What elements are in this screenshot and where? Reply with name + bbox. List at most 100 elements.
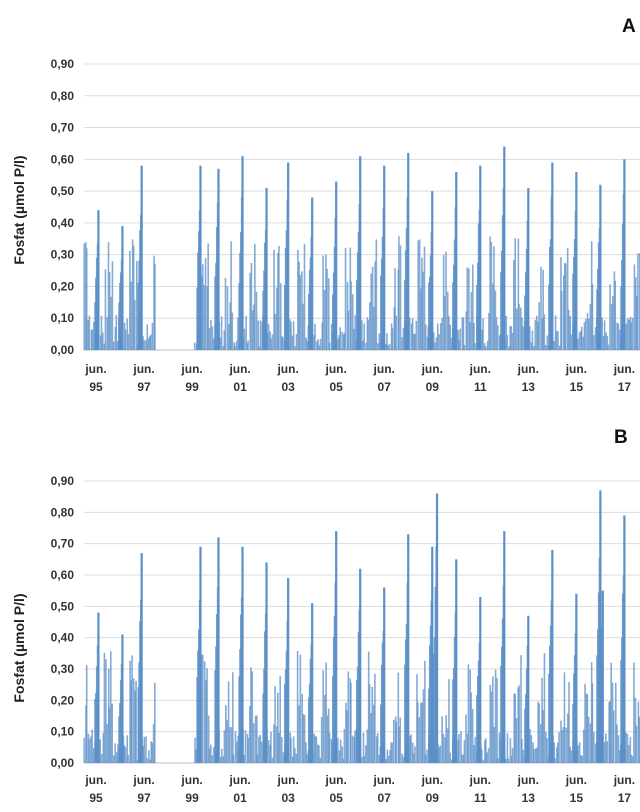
bar bbox=[196, 677, 198, 763]
bar bbox=[380, 665, 383, 763]
bar bbox=[485, 738, 487, 763]
bar bbox=[448, 316, 450, 350]
bar bbox=[570, 750, 573, 763]
bar bbox=[215, 646, 217, 763]
bar bbox=[256, 715, 258, 763]
bar bbox=[269, 331, 271, 350]
bar bbox=[142, 746, 145, 763]
bar bbox=[110, 651, 112, 763]
bar bbox=[565, 727, 567, 763]
bar bbox=[130, 679, 132, 763]
bar bbox=[217, 537, 220, 763]
bar bbox=[460, 731, 462, 763]
bar bbox=[521, 738, 523, 763]
bar bbox=[538, 302, 540, 350]
bar bbox=[560, 720, 562, 763]
bar bbox=[302, 714, 305, 763]
bar bbox=[487, 748, 490, 763]
bar bbox=[290, 321, 292, 350]
bar bbox=[575, 172, 578, 350]
bar bbox=[495, 317, 498, 350]
bar bbox=[206, 668, 208, 763]
bar bbox=[573, 655, 576, 763]
bar bbox=[515, 718, 518, 763]
bar bbox=[630, 754, 633, 763]
bar bbox=[265, 187, 268, 350]
bar bbox=[337, 338, 340, 350]
bar bbox=[545, 731, 547, 763]
bar bbox=[306, 754, 308, 763]
bar bbox=[407, 534, 410, 763]
bar bbox=[151, 322, 154, 350]
bar bbox=[532, 742, 534, 763]
bar bbox=[590, 241, 593, 350]
bar bbox=[234, 345, 236, 350]
bar bbox=[85, 665, 88, 763]
bar bbox=[314, 323, 316, 350]
bar bbox=[515, 308, 518, 350]
bar bbox=[450, 337, 453, 350]
x-tick-label-month: jun. bbox=[565, 362, 587, 376]
bar bbox=[132, 245, 135, 350]
bar bbox=[326, 715, 329, 763]
bar bbox=[627, 744, 630, 763]
x-tick-label-year: 07 bbox=[378, 380, 392, 394]
bar bbox=[421, 702, 424, 763]
bar bbox=[372, 306, 375, 350]
bar bbox=[428, 282, 430, 350]
panel-a-y-axis-title: Fosfat (µmol P/l) bbox=[11, 155, 27, 264]
bar bbox=[496, 677, 498, 763]
bar bbox=[198, 231, 200, 350]
bar bbox=[549, 239, 552, 350]
bar bbox=[274, 686, 276, 763]
bar bbox=[435, 337, 438, 350]
bar bbox=[496, 325, 499, 350]
bar bbox=[597, 268, 599, 350]
bar bbox=[147, 338, 150, 350]
bar bbox=[154, 263, 156, 350]
bar bbox=[441, 318, 443, 350]
bar bbox=[601, 590, 604, 763]
bar bbox=[420, 702, 422, 763]
bar bbox=[132, 678, 135, 763]
bar bbox=[257, 320, 259, 350]
bar bbox=[577, 338, 579, 350]
bar bbox=[294, 346, 296, 350]
y-tick-label: 0,50 bbox=[51, 184, 75, 198]
bar bbox=[249, 272, 252, 350]
bar bbox=[597, 592, 600, 763]
bar bbox=[597, 242, 600, 350]
bar bbox=[200, 276, 203, 350]
bar bbox=[319, 338, 322, 350]
bar bbox=[250, 262, 253, 350]
bar bbox=[422, 689, 425, 763]
bar bbox=[195, 749, 197, 763]
bar bbox=[461, 317, 464, 350]
x-tick-label-month: jun. bbox=[228, 362, 250, 376]
bar bbox=[146, 324, 149, 350]
bar bbox=[416, 702, 419, 763]
bar bbox=[322, 670, 324, 763]
bar bbox=[328, 342, 331, 350]
bar bbox=[605, 332, 607, 350]
bar bbox=[244, 730, 247, 763]
bar bbox=[263, 668, 265, 763]
bar bbox=[148, 750, 150, 763]
bar bbox=[573, 257, 575, 350]
bar bbox=[359, 568, 362, 763]
bar bbox=[626, 733, 629, 763]
bar bbox=[385, 344, 387, 350]
bar bbox=[276, 726, 278, 763]
x-tick-label-month: jun. bbox=[373, 362, 395, 376]
bar bbox=[564, 263, 567, 350]
bar bbox=[617, 735, 620, 763]
bar bbox=[511, 332, 514, 350]
bar bbox=[397, 672, 400, 763]
bar bbox=[281, 336, 283, 350]
bar bbox=[429, 255, 432, 350]
bar bbox=[378, 333, 381, 350]
bar bbox=[219, 337, 222, 350]
bar bbox=[316, 341, 318, 350]
bar bbox=[227, 681, 230, 763]
